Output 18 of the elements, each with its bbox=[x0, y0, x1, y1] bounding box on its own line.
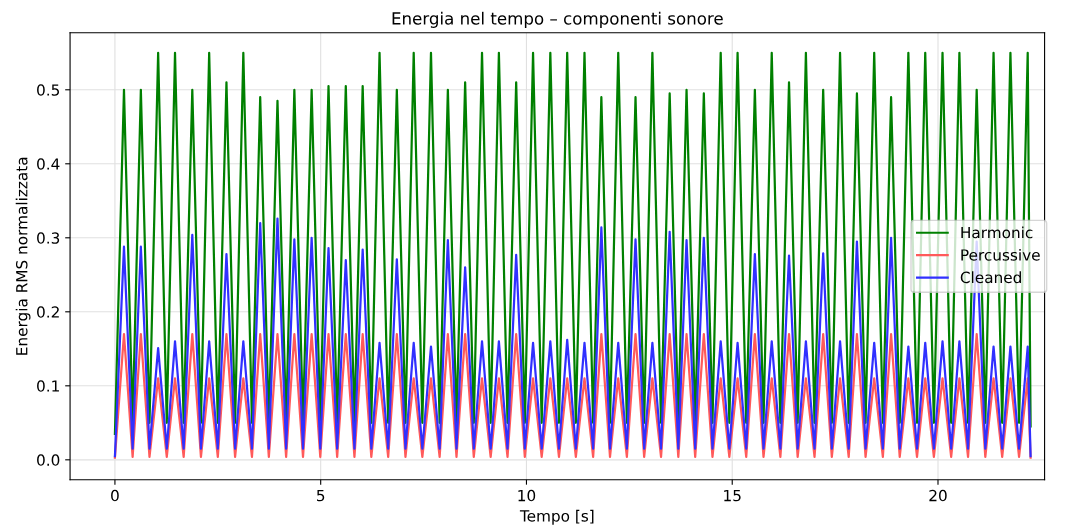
x-tick-label: 0 bbox=[111, 489, 119, 502]
y-tick-label: 0.2 bbox=[37, 306, 59, 318]
y-tick-label: 0.3 bbox=[37, 232, 60, 244]
x-tick-label: 10 bbox=[518, 489, 536, 502]
line-series bbox=[113, 332, 1032, 459]
x-axis-title: Tempo [s] bbox=[519, 509, 594, 525]
x-tick-label: 5 bbox=[317, 490, 325, 502]
x-tick-label: 15 bbox=[724, 490, 741, 502]
legend-label: Harmonic bbox=[961, 226, 1033, 239]
y-tick-label: 0.4 bbox=[37, 158, 60, 170]
y-tick-label: 0.0 bbox=[37, 454, 60, 466]
y-tick-label: 0.5 bbox=[37, 84, 60, 96]
x-tick-label: 20 bbox=[929, 489, 947, 502]
chart-title: Energia nel tempo – componenti sonore bbox=[392, 11, 723, 28]
legend-label: Percussive bbox=[961, 248, 1040, 261]
y-axis-title: Energia RMS normalizzata bbox=[15, 157, 31, 355]
y-tick-label: 0.1 bbox=[37, 380, 59, 392]
legend-label: Cleaned bbox=[960, 271, 1021, 284]
